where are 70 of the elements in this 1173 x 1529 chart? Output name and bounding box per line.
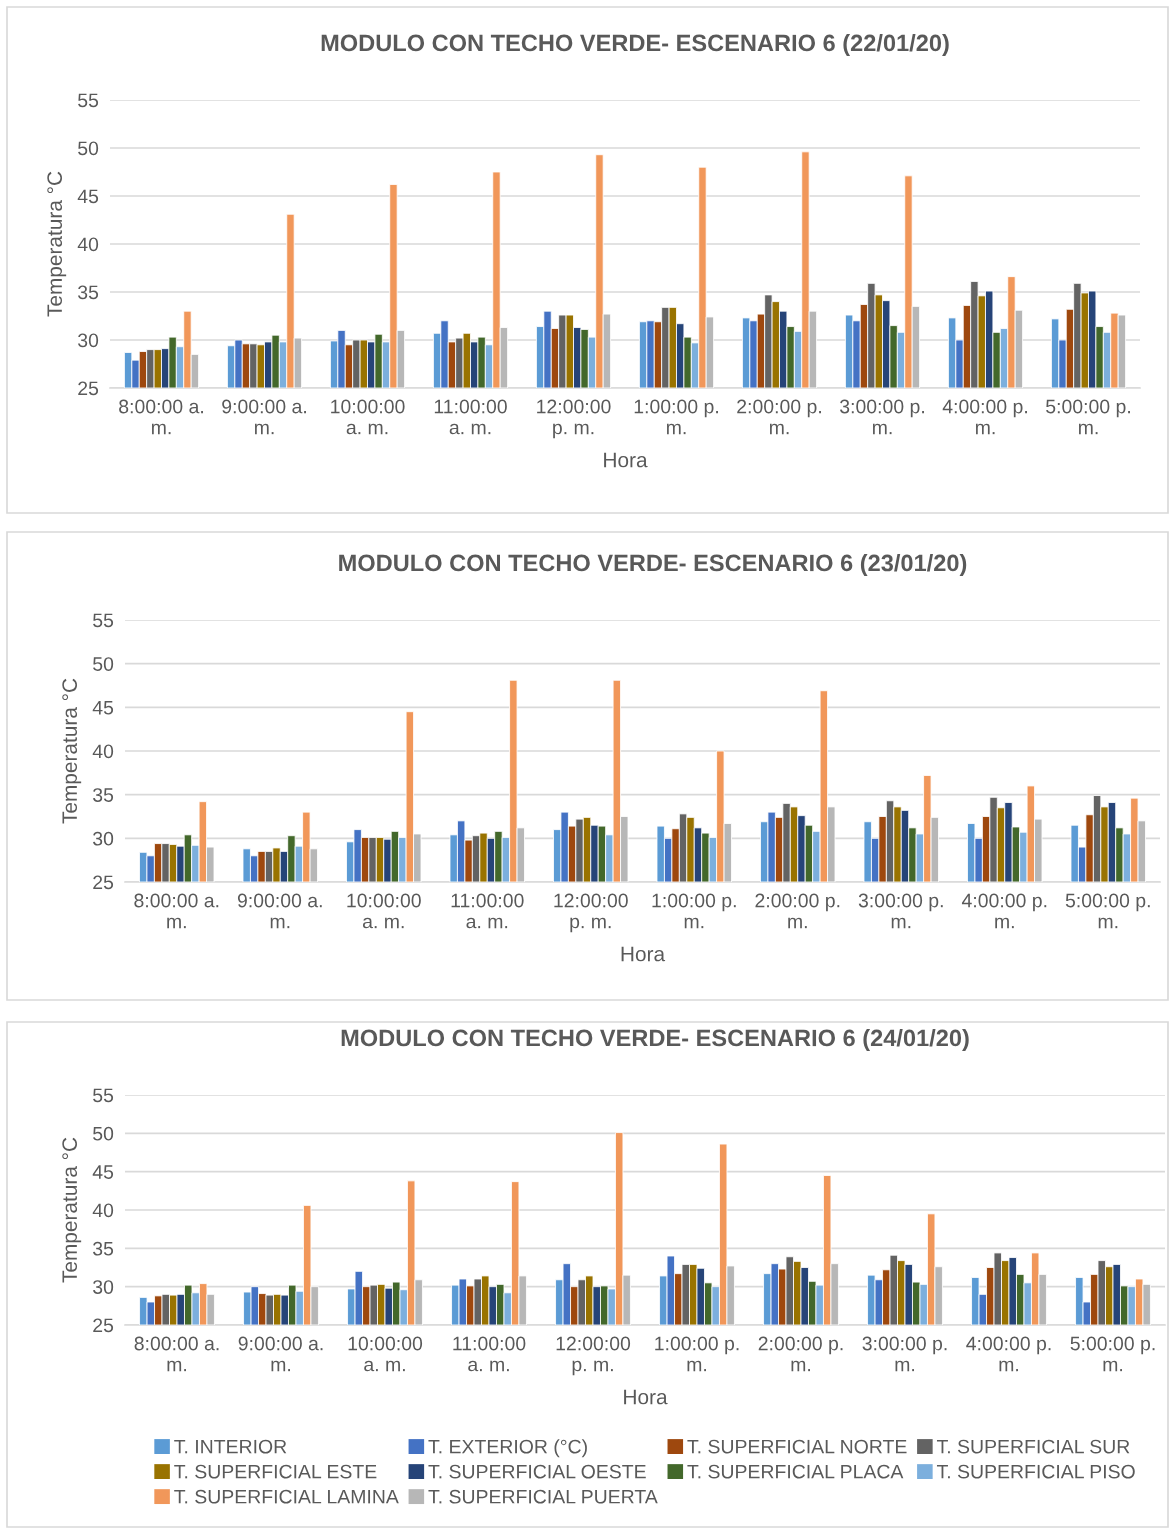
y-tick-label: 40 — [77, 237, 99, 252]
x-tick-label: 5:00:00 p. m. — [1046, 399, 1130, 435]
y-tick-label: 55 — [78, 93, 99, 108]
x-tick-label: 11:00:00 a. m. — [453, 1336, 526, 1372]
x-tick-label: 3:00:00 p. m. — [858, 893, 943, 929]
legend-label: T. SUPERFICIAL PLACA — [687, 1464, 904, 1479]
y-axis-title: Temperatura °C — [62, 678, 82, 824]
legend-label: T. SUPERFICIAL SUR — [936, 1439, 1130, 1454]
x-tick-label: 5:00:00 p. m. — [1065, 893, 1150, 929]
y-axis-title: Temperatura °C — [47, 171, 67, 317]
y-tick-label: 50 — [93, 1126, 114, 1141]
legend-label: T. SUPERFICIAL PISO — [936, 1464, 1135, 1479]
y-tick-label: 25 — [78, 381, 99, 396]
x-tick-label: 3:00:00 p. m. — [840, 399, 924, 435]
x-tick-label: 3:00:00 p. m. — [862, 1336, 947, 1372]
y-axis-title: Temperatura °C — [62, 1137, 82, 1283]
y-tick-label: 30 — [78, 333, 99, 348]
y-tick-label: 35 — [78, 285, 99, 300]
y-tick-label: 25 — [93, 875, 114, 890]
x-axis-title: Hora — [624, 1389, 668, 1405]
x-tick-label: 9:00:00 a. m. — [222, 399, 306, 435]
x-tick-label: 8:00:00 a. m. — [119, 399, 203, 435]
x-tick-label: 8:00:00 a. m. — [134, 1336, 219, 1372]
y-tick-label: 55 — [93, 1088, 114, 1103]
y-tick-label: 55 — [93, 613, 114, 628]
x-tick-label: 2:00:00 p. m. — [737, 399, 821, 435]
chart-title: MODULO CON TECHO VERDE- ESCENARIO 6 (23/01/20) — [339, 553, 967, 577]
x-tick-label: 10:00:00 a. m. — [348, 1336, 423, 1372]
x-tick-label: 10:00:00 a. m. — [347, 893, 421, 929]
x-tick-label: 10:00:00 a. m. — [331, 399, 405, 435]
x-tick-label: 1:00:00 p. m. — [634, 399, 718, 435]
y-tick-label: 30 — [93, 831, 114, 846]
x-tick-label: 2:00:00 p. m. — [755, 893, 840, 929]
x-tick-label: 2:00:00 p. m. — [758, 1336, 843, 1372]
y-tick-label: 45 — [77, 189, 99, 204]
x-tick-label: 4:00:00 p. m. — [942, 399, 1027, 435]
y-tick-label: 50 — [93, 657, 114, 671]
legend-label: T. SUPERFICIAL LAMINA — [174, 1489, 399, 1504]
y-tick-label: 25 — [93, 1318, 114, 1333]
x-tick-label: 11:00:00 a. m. — [434, 399, 507, 435]
y-tick-label: 35 — [93, 1241, 114, 1256]
x-tick-label: 5:00:00 p. m. — [1070, 1336, 1155, 1372]
legend-label: T. SUPERFICIAL NORTE — [687, 1439, 907, 1454]
x-axis-title: Hora — [621, 946, 666, 962]
legend-label: T. SUPERFICIAL ESTE — [174, 1464, 377, 1479]
chart-title: MODULO CON TECHO VERDE- ESCENARIO 6 (22/01/20) — [321, 34, 949, 56]
chart-title: MODULO CON TECHO VERDE- ESCENARIO 6 (24/01/20) — [341, 1028, 969, 1052]
x-tick-label: 12:00:00 p. m. — [537, 399, 611, 439]
x-tick-label: 12:00:00 p. m. — [554, 893, 628, 933]
x-tick-label: 4:00:00 p. m. — [966, 1336, 1051, 1372]
y-tick-label: 45 — [92, 1165, 114, 1179]
y-tick-label: 45 — [92, 701, 114, 715]
y-tick-label: 40 — [92, 744, 114, 759]
x-tick-label: 4:00:00 p. m. — [961, 893, 1047, 929]
y-tick-label: 40 — [92, 1203, 114, 1218]
x-tick-label: 12:00:00 p. m. — [556, 1336, 631, 1376]
x-tick-label: 9:00:00 a. m. — [238, 1336, 323, 1372]
legend-label: T. SUPERFICIAL OESTE — [428, 1464, 646, 1479]
y-tick-label: 35 — [93, 788, 114, 802]
y-tick-label: 50 — [78, 141, 99, 156]
x-tick-label: 11:00:00 a. m. — [451, 893, 524, 929]
x-tick-label: 1:00:00 p. m. — [655, 1336, 739, 1372]
y-tick-label: 30 — [93, 1280, 114, 1294]
legend-label: T. SUPERFICIAL PUERTA — [428, 1489, 658, 1504]
x-tick-label: 9:00:00 a. m. — [237, 893, 322, 929]
legend-label: T. EXTERIOR (°C) — [428, 1439, 587, 1458]
x-tick-label: 1:00:00 p. m. — [652, 893, 736, 929]
legend-label: T. INTERIOR — [174, 1439, 287, 1454]
x-axis-title: Hora — [604, 452, 648, 468]
x-tick-label: 8:00:00 a. m. — [134, 893, 219, 929]
